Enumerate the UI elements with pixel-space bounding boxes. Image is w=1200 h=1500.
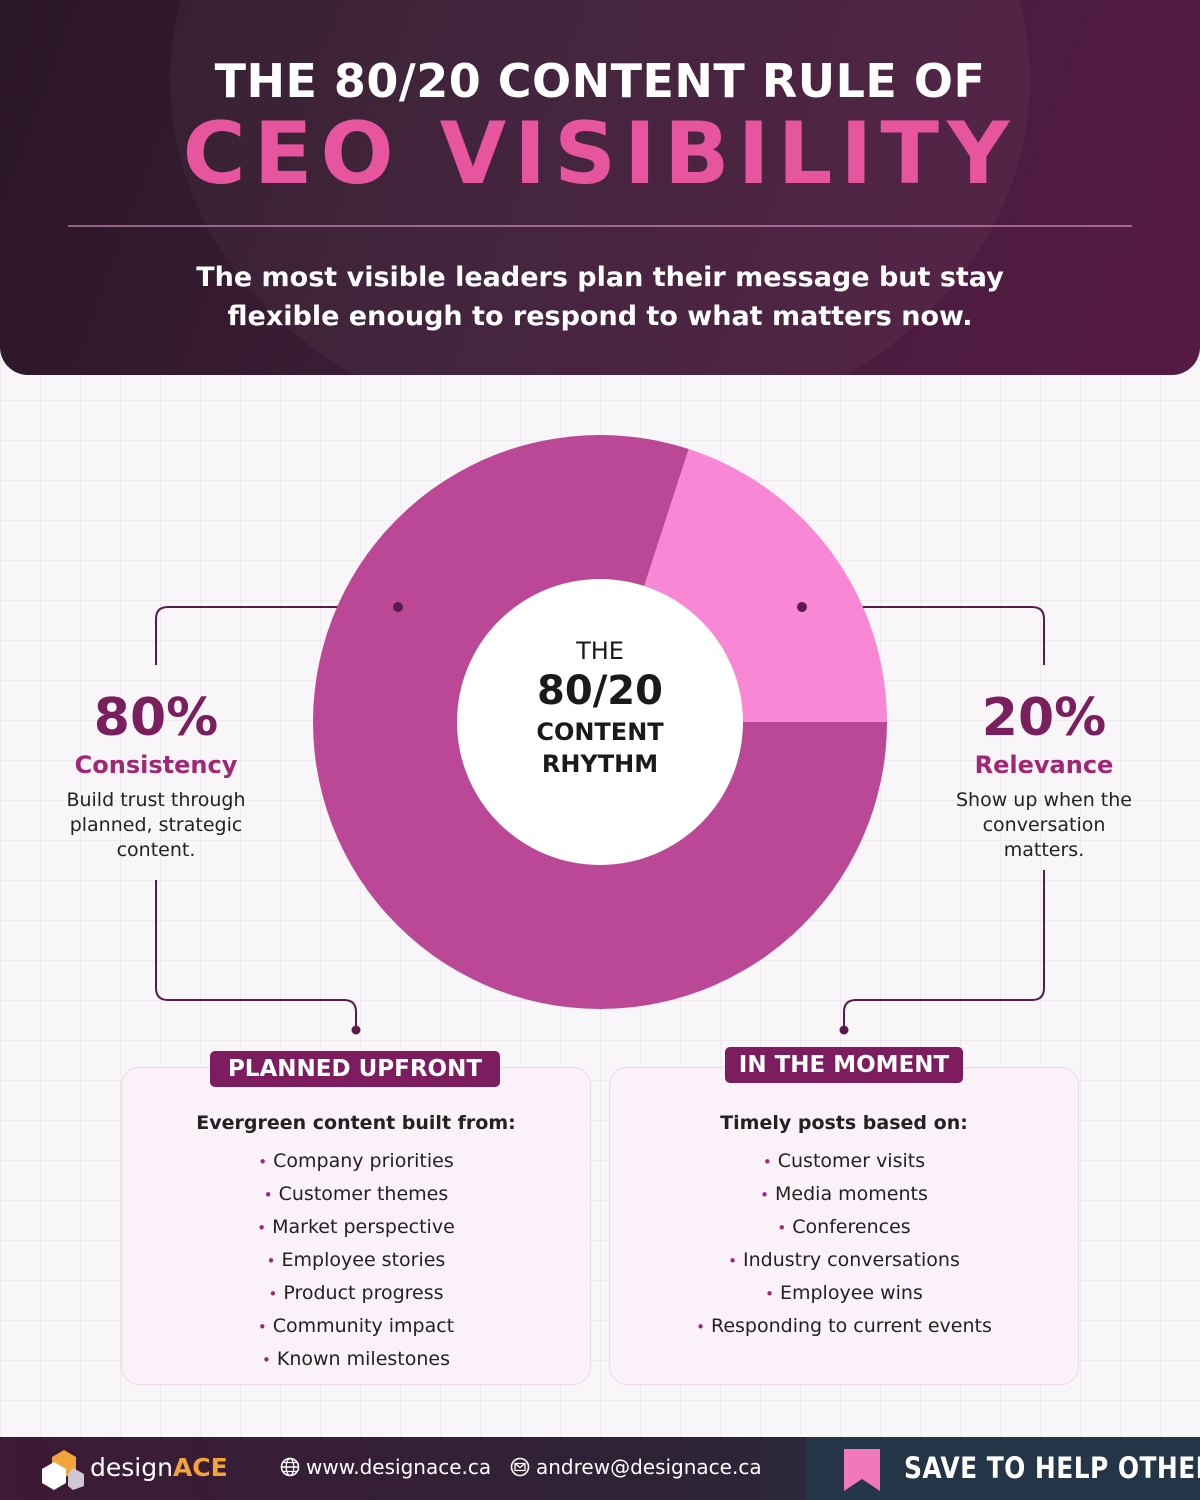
- stat-consistency-desc: Build trust through planned, strategic c…: [26, 788, 286, 863]
- list-item-text: Community impact: [272, 1315, 455, 1337]
- connector-left-lower: [155, 880, 357, 1030]
- stat-relevance-label: Relevance: [974, 751, 1114, 779]
- brand-accent: ACE: [172, 1453, 228, 1482]
- donut-center-label: THE 80/20 CONTENT RHYTHM: [480, 636, 720, 780]
- connector-left-dot-bottom: [351, 1025, 361, 1035]
- list-item: • Known milestones: [122, 1343, 590, 1376]
- bullet-dot: •: [268, 1285, 278, 1303]
- center-line-3: CONTENT: [536, 718, 664, 746]
- panel-in-the-moment: Timely posts based on: • Customer visits •…: [609, 1067, 1079, 1385]
- save-cta[interactable]: SAVE TO HELP OTHERS: [904, 1451, 1200, 1485]
- list-item: • Company priorities: [122, 1145, 590, 1178]
- designace-logo-icon: [42, 1450, 84, 1490]
- badge-planned-upfront: PLANNED UPFRONT: [210, 1051, 500, 1087]
- bookmark-icon: [844, 1449, 880, 1491]
- connector-right: [802, 606, 1045, 665]
- list-item: • Customer themes: [122, 1178, 590, 1211]
- subtitle: The most visible leaders plan their mess…: [150, 258, 1050, 336]
- desc-line: matters.: [1003, 839, 1085, 861]
- center-line-2: 80/20: [537, 668, 663, 714]
- desc-line: planned, strategic: [69, 814, 243, 836]
- connector-right-dot: [797, 602, 807, 612]
- list-item-text: Responding to current events: [711, 1315, 992, 1337]
- list-item: • Employee stories: [122, 1244, 590, 1277]
- stat-relevance: 20% Relevance Show up when the conversat…: [914, 688, 1174, 863]
- list-item-text: Employee stories: [281, 1249, 446, 1271]
- bullet-dot: •: [762, 1153, 772, 1171]
- stat-relevance-desc: Show up when the conversation matters.: [914, 788, 1174, 863]
- bullet-dot: •: [765, 1285, 774, 1303]
- list-item: • Employee wins: [610, 1277, 1078, 1310]
- badge-in-the-moment: IN THE MOMENT: [725, 1047, 963, 1083]
- bullet-dot: •: [266, 1252, 276, 1270]
- panel-planned-heading: Evergreen content built from:: [196, 1112, 516, 1134]
- bullet-dot: •: [263, 1186, 273, 1204]
- subtitle-line-2: flexible enough to respond to what matte…: [227, 301, 973, 332]
- planned-list: • Company priorities • Customer themes • Mark…: [122, 1145, 590, 1376]
- subtitle-line-1: The most visible leaders plan their mess…: [196, 262, 1004, 293]
- header-divider: [68, 225, 1132, 227]
- center-line-1: THE: [576, 637, 624, 665]
- bullet-dot: •: [696, 1318, 705, 1336]
- donut-chart: [155, 435, 1045, 1035]
- website-text: www.designace.ca: [306, 1455, 492, 1479]
- title-main: CEO VISIBILITY: [182, 104, 1018, 204]
- list-item: • Community impact: [122, 1310, 590, 1343]
- bullet-dot: •: [257, 1318, 267, 1336]
- stat-consistency-percent: 80%: [93, 688, 219, 748]
- list-item-text: Industry conversations: [742, 1249, 960, 1271]
- list-item: • Product progress: [122, 1277, 590, 1310]
- globe-icon: [280, 1457, 300, 1477]
- brand-main: design: [90, 1453, 173, 1482]
- list-item: • Industry conversations: [610, 1244, 1078, 1277]
- brand-name: designACE: [90, 1453, 228, 1482]
- stat-relevance-percent: 20%: [981, 688, 1107, 748]
- moment-list: • Customer visits • Media moments • Conferenc…: [610, 1145, 1078, 1343]
- stat-consistency-label: Consistency: [74, 751, 238, 779]
- list-item-text: Customer visits: [777, 1150, 926, 1172]
- connector-left-dot: [393, 602, 403, 612]
- panel-planned-upfront: Evergreen content built from: • Company p…: [121, 1067, 591, 1385]
- list-item: • Market perspective: [122, 1211, 590, 1244]
- list-item-text: Customer themes: [278, 1183, 449, 1205]
- header-banner: THE 80/20 CONTENT RULE OF CEO VISIBILITY…: [0, 0, 1200, 375]
- website-link[interactable]: www.designace.ca: [280, 1455, 491, 1479]
- title-top: THE 80/20 CONTENT RULE OF: [214, 54, 986, 108]
- list-item-text: Conferences: [792, 1216, 911, 1238]
- center-line-4: RHYTHM: [541, 750, 659, 778]
- list-item-text: Known milestones: [276, 1348, 450, 1370]
- list-item-text: Media moments: [775, 1183, 928, 1205]
- donut-hole: [457, 579, 743, 865]
- list-item-text: Market perspective: [272, 1216, 455, 1238]
- bullet-dot: •: [728, 1252, 737, 1270]
- connector-left: [155, 606, 398, 665]
- list-item: • Customer visits: [610, 1145, 1078, 1178]
- list-item: • Conferences: [610, 1211, 1078, 1244]
- bullet-dot: •: [258, 1153, 268, 1171]
- desc-line: conversation: [982, 814, 1106, 836]
- desc-line: content.: [116, 839, 196, 861]
- mail-icon: [510, 1457, 530, 1477]
- list-item-text: Product progress: [283, 1282, 444, 1304]
- connector-right-lower: [843, 870, 1045, 1030]
- bullet-dot: •: [262, 1351, 271, 1369]
- desc-line: Build trust through: [66, 789, 246, 811]
- list-item: • Media moments: [610, 1178, 1078, 1211]
- bullet-dot: •: [257, 1219, 267, 1237]
- connector-right-dot-bottom: [839, 1025, 849, 1035]
- email-link[interactable]: andrew@designace.ca: [510, 1455, 762, 1479]
- bullet-dot: •: [777, 1219, 787, 1237]
- email-text: andrew@designace.ca: [536, 1455, 762, 1479]
- list-item-text: Employee wins: [779, 1282, 923, 1304]
- stat-consistency: 80% Consistency Build trust through plan…: [26, 688, 286, 863]
- bullet-dot: •: [760, 1186, 770, 1204]
- list-item: • Responding to current events: [610, 1310, 1078, 1343]
- panel-moment-heading: Timely posts based on:: [720, 1112, 968, 1134]
- desc-line: Show up when the: [956, 789, 1132, 811]
- list-item-text: Company priorities: [273, 1150, 454, 1172]
- footer-bar: designACE www.designace.ca andrew@design…: [0, 1437, 1200, 1500]
